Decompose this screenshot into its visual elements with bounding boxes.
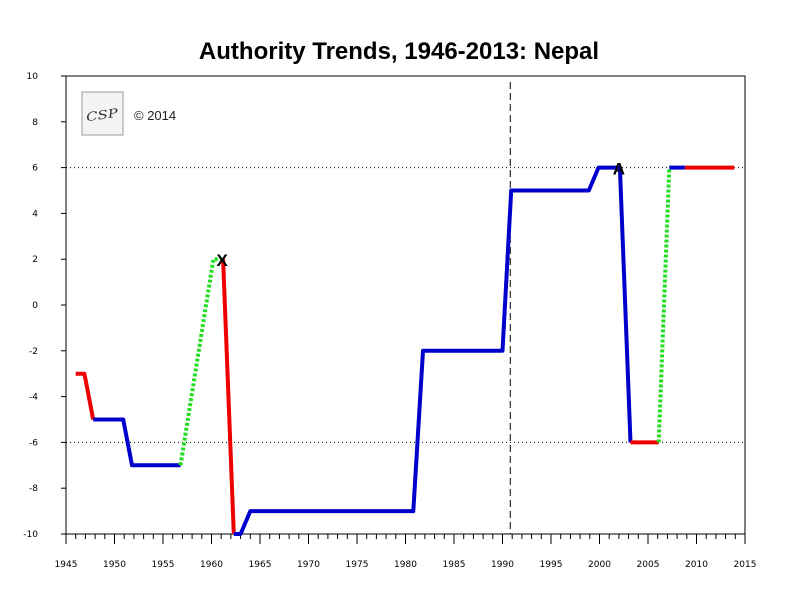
y-tick-label: 8 bbox=[32, 118, 38, 128]
x-axis: 1945 1950 1955 1960 1965 1970 1975 1980 1985 1990… bbox=[55, 534, 757, 570]
y-tick-label: -10 bbox=[23, 530, 38, 540]
authority-series bbox=[75, 165, 735, 536]
y-tick-label: -6 bbox=[29, 438, 38, 448]
logo-mark: CSP bbox=[85, 106, 120, 124]
x-tick-label: 1990 bbox=[491, 560, 514, 570]
x-tick-label: 1945 bbox=[55, 560, 78, 570]
copyright-text: © 2014 bbox=[134, 108, 176, 123]
chart-title: Authority Trends, 1946-2013: Nepal bbox=[199, 38, 599, 65]
blue-segment bbox=[233, 165, 633, 536]
x-tick-label: 2015 bbox=[734, 560, 757, 570]
y-tick-label: -2 bbox=[29, 347, 38, 357]
x-tick-label: 1975 bbox=[346, 560, 369, 570]
x-tick-label: 2005 bbox=[637, 560, 660, 570]
green-segment bbox=[656, 167, 672, 443]
y-tick-label: 6 bbox=[32, 164, 38, 174]
y-tick-label: 10 bbox=[27, 72, 39, 82]
red-segment bbox=[75, 371, 96, 420]
x-tick-label: 1980 bbox=[394, 560, 417, 570]
x-tick-label: 1985 bbox=[443, 560, 466, 570]
x-tick-label: 1960 bbox=[200, 560, 223, 570]
annotation-x: X bbox=[216, 251, 228, 270]
logo: CSP bbox=[81, 91, 124, 136]
x-tick-label: 1970 bbox=[297, 560, 320, 570]
y-tick-label: 0 bbox=[32, 301, 38, 311]
x-tick-label: 2000 bbox=[588, 560, 611, 570]
y-tick-label: -4 bbox=[29, 393, 38, 403]
annotations: XA bbox=[216, 160, 625, 271]
red-segment bbox=[221, 259, 236, 535]
x-tick-label: 1950 bbox=[103, 560, 126, 570]
green-segment bbox=[178, 257, 224, 466]
y-tick-label: 4 bbox=[32, 209, 38, 219]
x-tick-label: 1995 bbox=[540, 560, 563, 570]
reference-lines bbox=[66, 82, 745, 534]
annotation-a: A bbox=[613, 160, 625, 179]
x-tick-label: 1965 bbox=[249, 560, 272, 570]
y-tick-label: -8 bbox=[29, 484, 38, 494]
y-axis: 10 8 6 4 2 0 -2 -4 -6 -8 -10 bbox=[23, 72, 66, 540]
x-tick-label: 2010 bbox=[685, 560, 708, 570]
y-tick-label: 2 bbox=[32, 255, 38, 265]
x-tick-label: 1955 bbox=[152, 560, 175, 570]
blue-segment bbox=[93, 417, 181, 468]
logo-box bbox=[81, 91, 124, 136]
